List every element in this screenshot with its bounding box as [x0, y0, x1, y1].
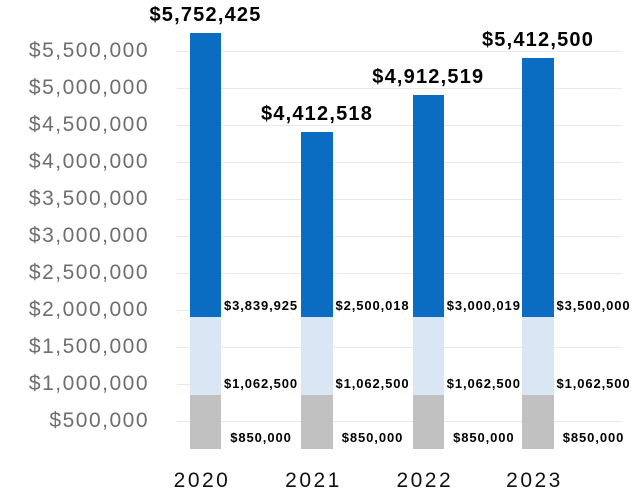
bar-segment-bottom	[301, 395, 333, 449]
bar-segment-bottom	[412, 395, 445, 449]
total-value-label: $5,752,425	[147, 3, 264, 26]
y-axis-tick-label: $500,000	[49, 409, 149, 433]
y-axis-tick-label: $5,500,000	[28, 39, 149, 63]
y-gridline	[177, 420, 622, 422]
bar-segment-top	[412, 94, 445, 317]
y-axis-tick-label: $4,500,000	[28, 113, 149, 137]
segment-value-label: $2,500,018	[333, 297, 412, 314]
x-axis-tick-label: 2021	[285, 469, 342, 492]
bar-segment-middle	[412, 316, 445, 396]
bar-segment-middle	[301, 316, 333, 396]
segment-value-label: $850,000	[228, 430, 294, 446]
y-gridline	[177, 272, 622, 274]
total-value-label: $4,912,519	[370, 65, 487, 88]
y-gridline	[177, 50, 622, 52]
segment-value-label: $850,000	[339, 430, 406, 446]
segment-value-label: $3,000,019	[444, 297, 523, 314]
y-gridline	[177, 346, 622, 348]
y-axis-tick-label: $1,000,000	[28, 372, 149, 396]
bar-segment-top	[301, 131, 333, 317]
y-gridline	[177, 124, 622, 126]
segment-value-label: $1,062,500	[554, 376, 633, 393]
y-axis-tick-label: $4,000,000	[28, 150, 149, 174]
segment-value-label: $3,839,925	[221, 297, 301, 314]
y-axis-tick-label: $2,000,000	[28, 298, 149, 322]
segment-value-label: $850,000	[451, 430, 517, 446]
y-gridline	[177, 198, 622, 200]
bar-segment-top	[189, 32, 222, 317]
segment-value-label: $3,500,000	[554, 297, 633, 314]
y-axis-tick-label: $5,000,000	[28, 76, 149, 100]
y-axis-tick-label: $1,500,000	[28, 335, 149, 359]
y-gridline	[177, 235, 622, 237]
y-gridline	[177, 87, 622, 89]
bar-segment-bottom	[189, 395, 222, 449]
bar-segment-middle	[522, 316, 554, 396]
bar-segment-middle	[189, 316, 222, 396]
x-axis-tick-label: 2022	[396, 469, 454, 492]
x-axis-tick-label: 2020	[173, 469, 231, 492]
y-axis-tick-label: $3,500,000	[28, 187, 149, 211]
total-value-label: $4,412,518	[258, 102, 376, 125]
y-axis-tick-label: $3,000,000	[28, 224, 149, 248]
bar-segment-bottom	[522, 395, 554, 449]
segment-value-label: $850,000	[560, 430, 627, 446]
segment-value-label: $1,062,500	[333, 376, 412, 393]
segment-value-label: $1,062,500	[444, 376, 523, 393]
segment-value-label: $1,062,500	[221, 376, 301, 393]
y-axis-tick-label: $2,500,000	[28, 261, 149, 285]
total-value-label: $5,412,500	[479, 28, 597, 51]
bar-segment-top	[522, 57, 554, 317]
x-axis-tick-label: 2023	[506, 469, 563, 492]
y-gridline	[177, 161, 622, 163]
